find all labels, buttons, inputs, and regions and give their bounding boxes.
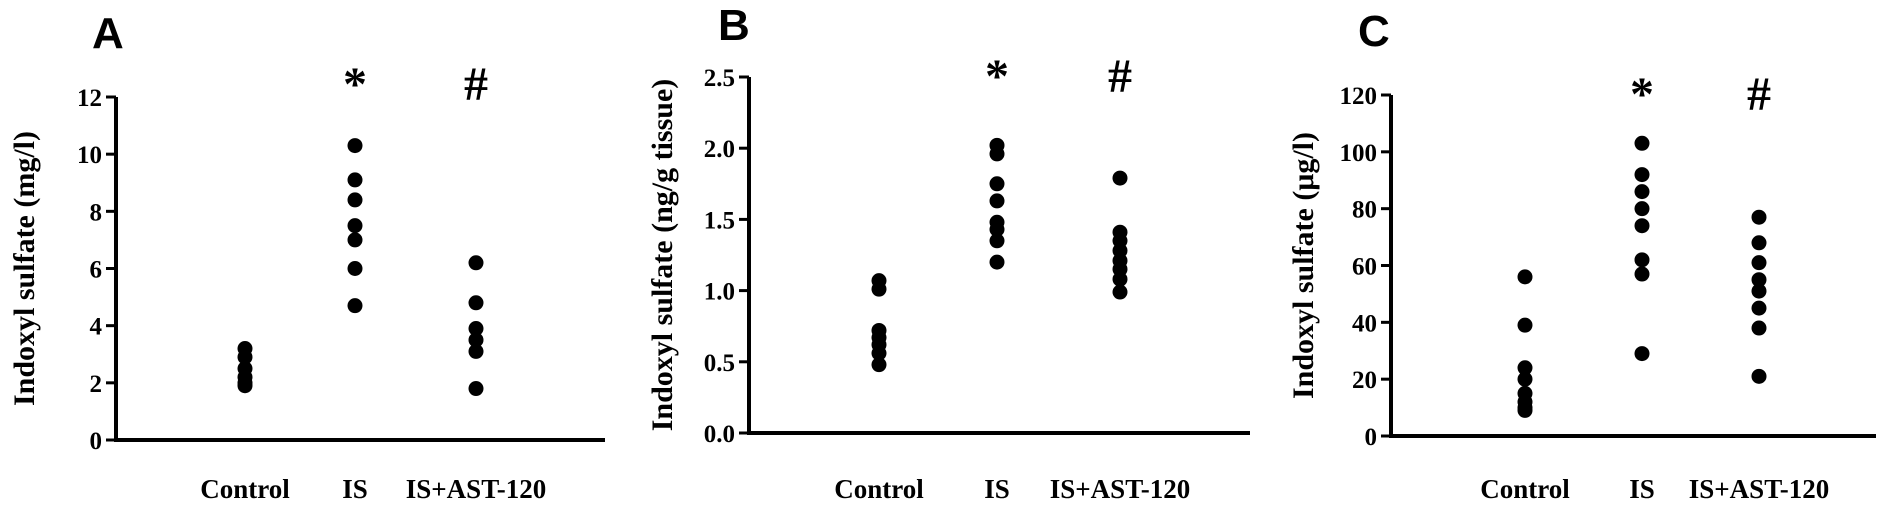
data-point [1517,317,1533,333]
category-label: IS [1629,474,1655,504]
y-tick-label: 6 [90,257,103,284]
data-point [989,254,1005,270]
data-point [468,295,484,311]
data-point [1634,201,1650,217]
data-point [989,221,1005,237]
data-point [1634,252,1650,268]
significance-mark: * [343,58,367,111]
data-point [1517,371,1533,387]
category-label: IS [342,474,368,504]
significance-mark: * [1630,68,1654,121]
data-point [989,193,1005,209]
data-point [1751,209,1767,225]
data-point [468,381,484,397]
panel-a: A 0 2 4 6 8 10 12 Indoxyl sulfate (mg/l) Control I… [8,9,605,504]
data-point [1634,167,1650,183]
data-point [989,176,1005,192]
data-point [468,332,484,348]
data-point [1751,255,1767,271]
y-tick-label: 100 [1340,140,1378,167]
category-label: Control [200,474,290,504]
y-tick-label: 20 [1352,367,1377,394]
y-tick-label: 0 [90,428,103,455]
y-tick-label: 60 [1352,254,1377,281]
data-point [1634,135,1650,151]
data-point [1751,235,1767,251]
data-point [871,281,887,297]
data-point [1112,170,1128,186]
y-axis-title: Indoxyl sulfate (μg/l) [1287,132,1320,399]
category-label: IS+AST-120 [1050,474,1190,504]
panel-letter: A [92,9,124,58]
data-point [1112,284,1128,300]
panel-c: C 0 20 40 60 80 100 120 Indoxyl sulfate (μg/l) Co… [1287,7,1876,504]
data-point [1517,269,1533,285]
data-point [468,321,484,337]
category-label: Control [1480,474,1570,504]
y-tick-label: 12 [77,85,102,112]
y-axis-title: Indoxyl sulfate (ng/g tissue) [646,79,679,432]
data-point [1751,272,1767,288]
data-point [1112,271,1128,287]
data-point [1634,218,1650,234]
data-point [989,146,1005,162]
significance-mark: * [985,50,1009,103]
panel-letter: C [1358,7,1390,56]
data-point [989,233,1005,249]
data-point [347,298,363,314]
y-tick-label: 0 [1365,424,1378,451]
panel-letter: B [718,1,750,50]
data-point [1517,360,1533,376]
y-tick-label: 8 [90,199,103,226]
y-tick-label: 0.5 [704,350,735,377]
data-point [237,349,253,365]
significance-mark: # [1108,50,1132,103]
data-point [347,218,363,234]
y-tick-label: 2 [90,371,103,398]
category-label: Control [834,474,924,504]
y-tick-label: 80 [1352,197,1377,224]
y-tick-label: 1.0 [704,279,735,306]
category-label: IS [984,474,1010,504]
y-tick-label: 1.5 [704,207,735,234]
y-axis-title: Indoxyl sulfate (mg/l) [8,131,41,406]
y-tick-label: 4 [90,314,103,341]
data-point [1634,346,1650,362]
data-point [1751,320,1767,336]
data-point [347,192,363,208]
y-tick-label: 2.5 [704,65,735,92]
data-point [347,232,363,248]
data-point [871,357,887,373]
data-point [1751,283,1767,299]
y-tick-label: 40 [1352,310,1377,337]
data-point [468,255,484,271]
data-point [1751,368,1767,384]
y-tick-label: 2.0 [704,136,735,163]
data-point [1634,266,1650,282]
y-tick-label: 10 [77,142,102,169]
data-point [237,378,253,394]
panel-b: B 0.0 0.5 1.0 1.5 2.0 2.5 Indoxyl sulfate (ng/g… [646,1,1250,504]
y-tick-label: 0.0 [704,421,735,448]
y-tick-label: 120 [1340,83,1378,110]
data-point [347,138,363,154]
category-label: IS+AST-120 [406,474,546,504]
data-point [1634,184,1650,200]
data-point [468,343,484,359]
significance-mark: # [1747,68,1771,121]
data-point [347,172,363,188]
data-point [347,261,363,276]
significance-mark: # [464,58,488,111]
category-label: IS+AST-120 [1689,474,1829,504]
data-point [1517,402,1533,418]
data-point [1751,300,1767,316]
data-point [871,345,887,361]
